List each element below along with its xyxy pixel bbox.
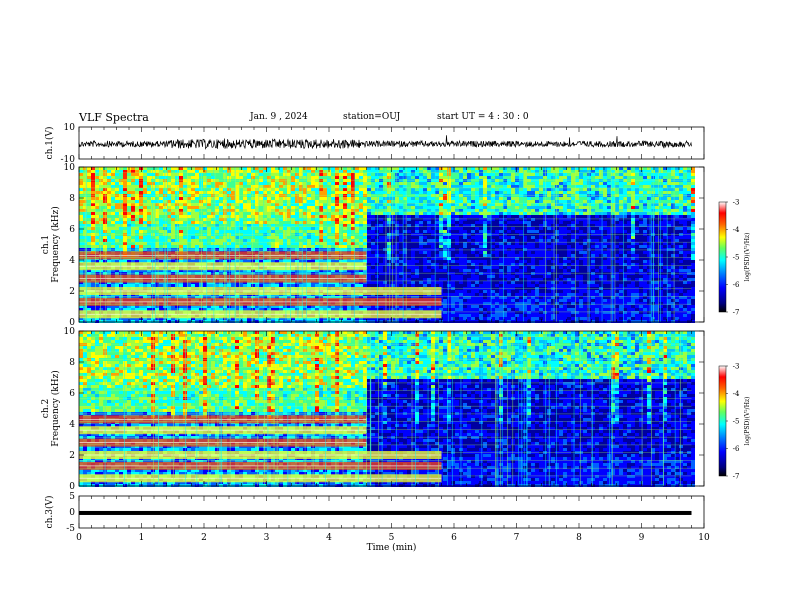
station-label: station=OUJ (343, 112, 401, 122)
x-axis-label: Time (min) (367, 542, 417, 553)
spectrogram-ch2-colorbar (718, 365, 727, 477)
y-tick-label: -10 (61, 155, 76, 165)
y-tick-label: 4 (69, 256, 75, 266)
colorbar-tick-label: -3 (733, 199, 740, 207)
spectrogram-ch2: 0 2 4 6 8 10 ch.2 Frequency (kHz) -3 -4 -5 -6 -7 log(… (41, 327, 751, 492)
y-tick-label: 2 (69, 287, 75, 297)
x-tick-label: 5 (389, 533, 395, 543)
colorbar-tick-label: -5 (733, 254, 740, 262)
chart-title: VLF Spectra (79, 111, 149, 124)
x-tick-label: 3 (264, 533, 270, 543)
x-tick-label: 6 (451, 533, 457, 543)
colorbar-tick-label: -6 (733, 281, 740, 289)
y-tick-label: -5 (66, 524, 75, 534)
y-tick-label: 0 (69, 482, 75, 492)
spectrogram-ch2-ylabel-channel: ch.2 (41, 399, 51, 418)
y-tick-label: 10 (64, 327, 76, 337)
spectrogram-ch1-ylabel-channel: ch.1 (41, 235, 51, 254)
y-tick-label: 6 (69, 389, 75, 399)
x-tick-label: 1 (139, 533, 145, 543)
colorbar-tick-label: -4 (733, 390, 740, 398)
colorbar-tick-label: -6 (733, 445, 740, 453)
spectrogram-ch1-ylabel-frequency: Frequency (kHz) (50, 206, 61, 283)
x-tick-label: 4 (326, 533, 332, 543)
colorbar-tick-label: -7 (733, 309, 740, 317)
y-tick-label: 8 (69, 358, 75, 368)
colorbar-tick-label: -5 (733, 418, 740, 426)
x-tick-label: 2 (201, 533, 207, 543)
spectrogram-ch1-colorbar-label: log(PSD)(V²/Hz) (744, 233, 751, 282)
spectrogram-ch2-colorbar-label: log(PSD)(V²/Hz) (744, 397, 751, 446)
spectrogram-ch1-colorbar (718, 201, 727, 313)
waveform-ch3-ylabel: ch.3(V) (44, 496, 55, 529)
x-tick-label: 7 (514, 533, 520, 543)
waveform-ch3-trace (79, 510, 692, 515)
start-time-label: start UT = 4 : 30 : 0 (437, 112, 529, 122)
x-tick-label: 0 (76, 533, 82, 543)
y-tick-label: 4 (69, 420, 75, 430)
x-tick-label: 9 (639, 533, 645, 543)
y-tick-label: 0 (69, 508, 75, 518)
colorbar-tick-label: -4 (733, 226, 740, 234)
y-tick-label: 2 (69, 451, 75, 461)
y-tick-label: 8 (69, 194, 75, 204)
x-tick-label: 10 (698, 533, 710, 543)
y-tick-label: 10 (64, 163, 76, 173)
spectrogram-ch2-ylabel-frequency: Frequency (kHz) (50, 370, 61, 447)
waveform-ch1-ylabel: ch.1(V) (44, 127, 55, 160)
colorbar-tick-label: -7 (733, 473, 740, 481)
spectrogram-ch1: 0 2 4 6 8 10 ch.1 Frequency (kHz) -3 -4 -5 -6 -7 log(… (41, 163, 751, 328)
waveform-ch1-trace (78, 135, 692, 150)
y-tick-label: 6 (69, 225, 75, 235)
y-tick-label: 10 (64, 123, 76, 133)
waveform-ch1-panel: 10 -10 ch.1(V) (44, 123, 705, 165)
date-label: Jan. 9 , 2024 (250, 112, 308, 122)
x-tick-label: 8 (576, 533, 582, 543)
y-tick-label: 5 (69, 492, 75, 502)
colorbar-tick-label: -3 (733, 363, 740, 371)
y-tick-label: 0 (69, 318, 75, 328)
